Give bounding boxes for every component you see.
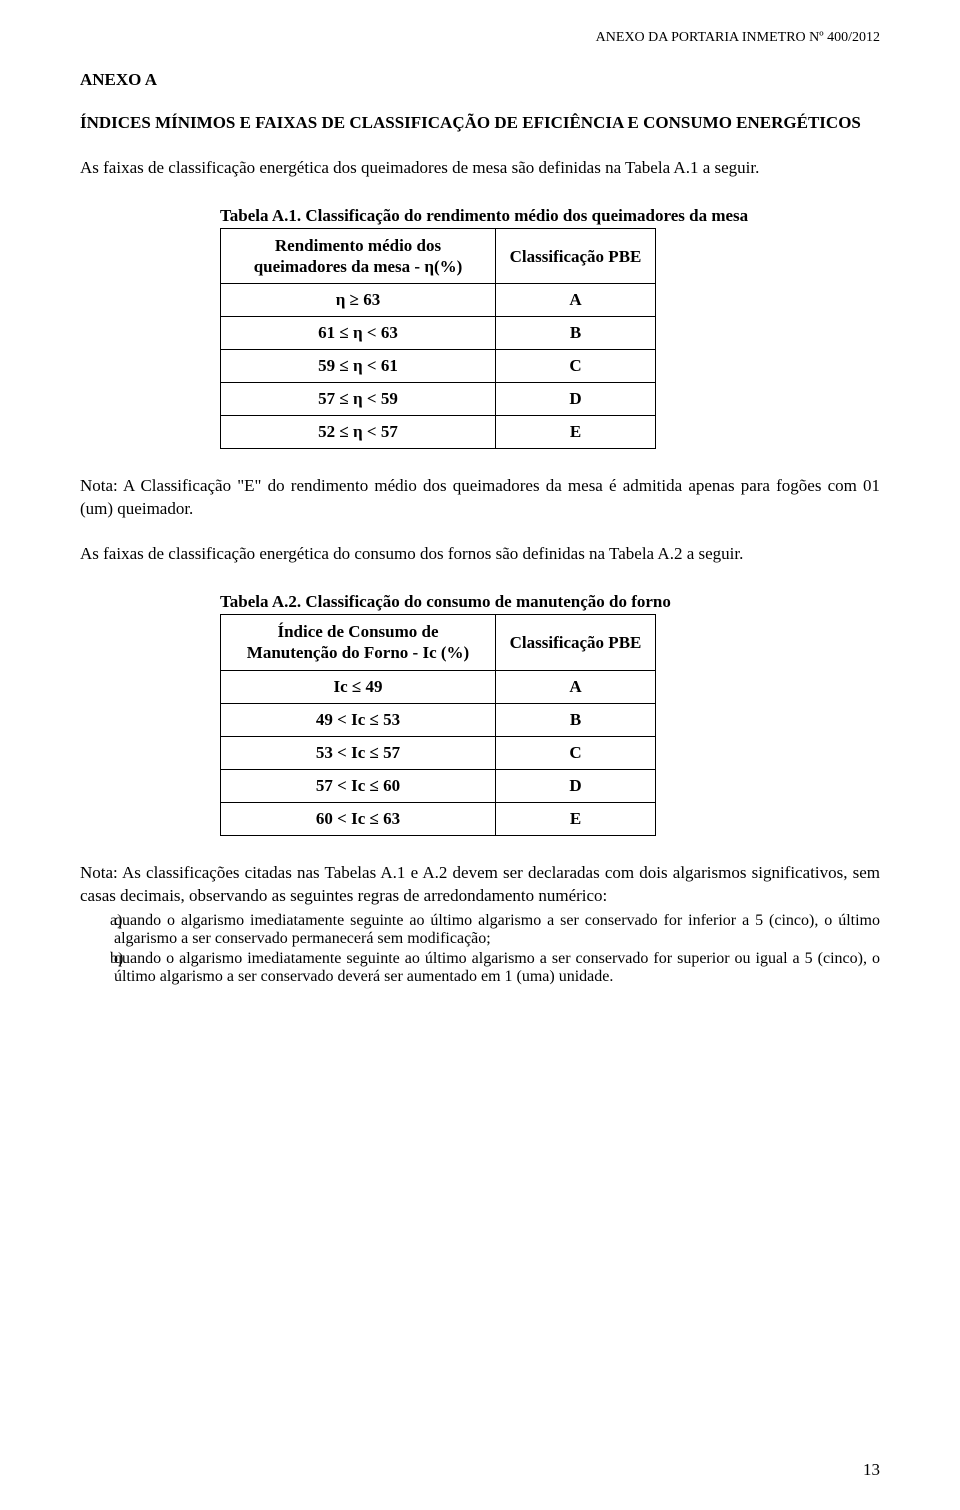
list-marker-b: b) <box>80 950 114 986</box>
table2-range-0: Ic ≤ 49 <box>221 670 496 703</box>
table-row: 60 < Ic ≤ 63 E <box>221 802 656 835</box>
list-marker-a: a) <box>80 912 114 948</box>
note1: Nota: A Classificação "E" do rendimento … <box>80 475 880 521</box>
section-title: ÍNDICES MÍNIMOS E FAIXAS DE CLASSIFICAÇÃ… <box>80 112 880 135</box>
table1-col1-header: Rendimento médio dos queimadores da mesa… <box>221 228 496 284</box>
table2-range-3: 57 < Ic ≤ 60 <box>221 769 496 802</box>
page-container: ANEXO DA PORTARIA INMETRO Nº 400/2012 AN… <box>0 0 960 1028</box>
table1-caption: Tabela A.1. Classificação do rendimento … <box>220 206 880 226</box>
table-row: 59 ≤ η < 61 C <box>221 350 656 383</box>
note2-intro: Nota: As classificações citadas nas Tabe… <box>80 862 880 908</box>
list-content-a: quando o algarismo imediatamente seguint… <box>114 912 880 948</box>
table1-col2-header: Classificação PBE <box>496 228 656 284</box>
table-row: 49 < Ic ≤ 53 B <box>221 703 656 736</box>
table2-wrap: Índice de Consumo de Manutenção do Forno… <box>220 614 880 836</box>
list-item: b) quando o algarismo imediatamente segu… <box>80 950 880 986</box>
table-row: η ≥ 63 A <box>221 284 656 317</box>
table2-range-4: 60 < Ic ≤ 63 <box>221 802 496 835</box>
table2: Índice de Consumo de Manutenção do Forno… <box>220 614 656 836</box>
table1-class-3: D <box>496 383 656 416</box>
table1-class-4: E <box>496 416 656 449</box>
table2-class-2: C <box>496 736 656 769</box>
table1-class-0: A <box>496 284 656 317</box>
table1-class-1: B <box>496 317 656 350</box>
table1-class-2: C <box>496 350 656 383</box>
table2-class-1: B <box>496 703 656 736</box>
table1-range-2: 59 ≤ η < 61 <box>221 350 496 383</box>
table-row: Ic ≤ 49 A <box>221 670 656 703</box>
page-number: 13 <box>863 1460 880 1480</box>
table1-range-3: 57 ≤ η < 59 <box>221 383 496 416</box>
intro-paragraph-1: As faixas de classificação energética do… <box>80 157 880 180</box>
table-row: 52 ≤ η < 57 E <box>221 416 656 449</box>
list-item: a) quando o algarismo imediatamente segu… <box>80 912 880 948</box>
table1-wrap: Rendimento médio dos queimadores da mesa… <box>220 228 880 450</box>
table1-header-row: Rendimento médio dos queimadores da mesa… <box>221 228 656 284</box>
table2-header-row: Índice de Consumo de Manutenção do Forno… <box>221 615 656 671</box>
table-row: 57 ≤ η < 59 D <box>221 383 656 416</box>
table2-class-3: D <box>496 769 656 802</box>
table-row: 61 ≤ η < 63 B <box>221 317 656 350</box>
table-row: 53 < Ic ≤ 57 C <box>221 736 656 769</box>
table2-range-1: 49 < Ic ≤ 53 <box>221 703 496 736</box>
table-row: 57 < Ic ≤ 60 D <box>221 769 656 802</box>
table2-class-0: A <box>496 670 656 703</box>
table2-col2-header: Classificação PBE <box>496 615 656 671</box>
table1-range-0: η ≥ 63 <box>221 284 496 317</box>
table1-range-1: 61 ≤ η < 63 <box>221 317 496 350</box>
table1: Rendimento médio dos queimadores da mesa… <box>220 228 656 450</box>
table2-col1-header: Índice de Consumo de Manutenção do Forno… <box>221 615 496 671</box>
anexo-heading: ANEXO A <box>80 70 880 90</box>
table2-class-4: E <box>496 802 656 835</box>
table2-range-2: 53 < Ic ≤ 57 <box>221 736 496 769</box>
intro-paragraph-2: As faixas de classificação energética do… <box>80 543 880 566</box>
header-right: ANEXO DA PORTARIA INMETRO Nº 400/2012 <box>80 30 880 46</box>
list-content-b: quando o algarismo imediatamente seguint… <box>114 950 880 986</box>
table2-caption: Tabela A.2. Classificação do consumo de … <box>220 592 880 612</box>
table1-range-4: 52 ≤ η < 57 <box>221 416 496 449</box>
